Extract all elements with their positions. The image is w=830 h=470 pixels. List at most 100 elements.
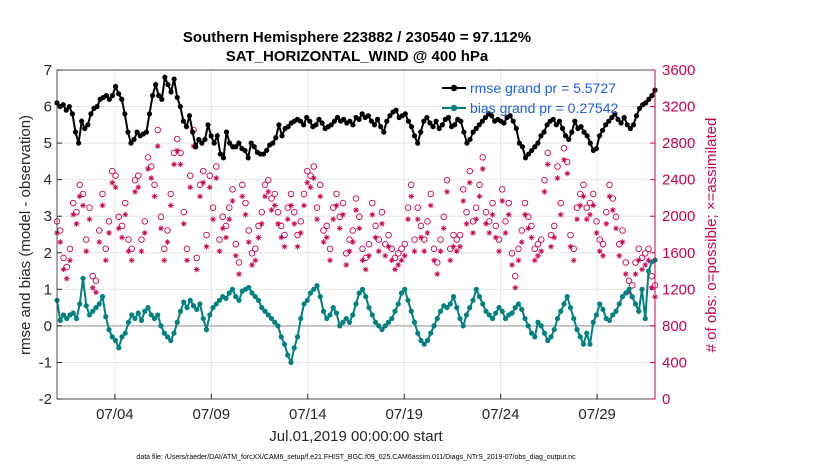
possible-obs-point [378, 208, 386, 216]
assimilated-obs-point [557, 211, 564, 218]
possible-obs-point [385, 231, 392, 239]
bias-point [499, 308, 505, 314]
possible-obs-point [593, 218, 600, 225]
bias-point [90, 308, 96, 314]
possible-obs-point [232, 240, 239, 248]
assimilated-obs-point [115, 225, 122, 232]
assimilated-obs-point [301, 202, 307, 209]
bias-point [145, 305, 151, 311]
bias-point [580, 341, 587, 347]
assimilated-obs-point [174, 147, 181, 154]
rmse-point [69, 111, 76, 117]
bias-point [301, 301, 307, 307]
assimilated-obs-point [229, 198, 236, 204]
possible-obs-point [453, 236, 461, 243]
rmse-point [103, 92, 109, 99]
assimilated-obs-point [414, 216, 421, 223]
assimilated-obs-point [187, 184, 194, 191]
rmse-point [66, 103, 72, 110]
bias-point [606, 317, 613, 324]
possible-obs-point [411, 236, 418, 243]
bias-point [119, 334, 125, 340]
rmse-point [566, 136, 572, 143]
possible-obs-point [391, 254, 399, 262]
bias-point [246, 284, 252, 291]
rmse-point [636, 105, 643, 111]
bias-point [103, 314, 109, 320]
y2-axis-label: # of obs: o=possible; ×=assimilated [703, 118, 720, 353]
bias-point [129, 312, 135, 318]
possible-obs-point [580, 181, 587, 189]
assimilated-obs-point [541, 189, 548, 195]
possible-obs-point [297, 218, 305, 225]
bias-point [200, 315, 206, 322]
bias-point [486, 312, 492, 318]
assimilated-obs-point [76, 193, 83, 200]
assimilated-obs-point [102, 257, 109, 264]
assimilated-obs-point [57, 239, 64, 245]
bias-point [86, 312, 93, 318]
bias-point [142, 308, 148, 314]
bias-point [623, 290, 629, 296]
rmse-point [621, 114, 627, 121]
rmse-point [578, 124, 584, 130]
bias-point [463, 312, 470, 318]
bias-point [337, 323, 343, 329]
possible-obs-point [417, 222, 425, 230]
bias-point [392, 308, 398, 314]
bias-point [298, 315, 304, 322]
bias-point [93, 305, 99, 311]
assimilated-obs-point [453, 248, 460, 255]
possible-obs-point [427, 190, 435, 198]
assimilated-obs-point [496, 248, 502, 255]
assimilated-obs-point [531, 257, 538, 264]
possible-obs-point [251, 245, 259, 253]
possible-obs-point [404, 204, 412, 211]
assimilated-obs-point [528, 234, 535, 241]
rmse-point [482, 114, 489, 121]
possible-obs-point [369, 199, 376, 207]
assimilated-obs-point [323, 234, 330, 241]
rmse-point [109, 92, 116, 99]
rmse-point [606, 118, 612, 124]
assimilated-obs-point [382, 252, 389, 259]
rmse-point [609, 114, 615, 121]
bias-point [138, 317, 145, 324]
x-axis-label: Jul.01,2019 00:00:00 start [269, 428, 443, 445]
rmse-point [273, 135, 279, 141]
possible-obs-point [518, 227, 526, 234]
bias-point [226, 290, 232, 296]
assimilated-obs-point [512, 284, 519, 291]
rmse-point [156, 92, 162, 99]
bias-point [558, 308, 564, 314]
rmse-point [649, 92, 655, 99]
bias-point [236, 297, 242, 303]
assimilated-obs-point [460, 198, 467, 204]
assimilated-obs-point [70, 211, 77, 218]
possible-obs-point [508, 250, 516, 257]
possible-obs-point [482, 208, 490, 216]
bias-point [519, 306, 525, 313]
assimilated-obs-point [242, 211, 249, 218]
possible-obs-point [551, 222, 558, 230]
assimilated-obs-point [226, 216, 233, 223]
bias-point [645, 268, 652, 274]
rmse-point [516, 140, 522, 146]
rmse-point [88, 111, 94, 117]
rmse-point [519, 144, 526, 150]
assimilated-obs-point [616, 252, 623, 259]
possible-obs-point [180, 208, 187, 216]
possible-obs-point [92, 277, 100, 285]
assimilated-obs-point [93, 289, 99, 296]
possible-obs-point [622, 259, 630, 266]
possible-obs-point [281, 231, 288, 239]
rmse-point [624, 122, 630, 128]
bias-point [275, 323, 281, 329]
bias-point [109, 334, 115, 340]
possible-obs-point [375, 236, 383, 243]
rmse-point [199, 140, 205, 146]
bias-point [567, 305, 574, 311]
assimilated-obs-point [619, 239, 626, 245]
possible-obs-point [323, 222, 331, 230]
